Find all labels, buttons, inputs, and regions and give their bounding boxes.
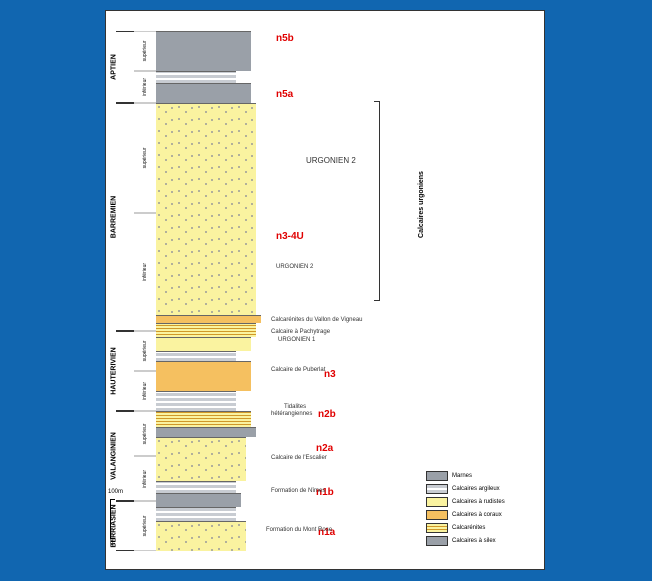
substage-label: inférieur: [142, 469, 148, 487]
substage-label: inférieur: [142, 382, 148, 400]
substage-label: inférieur: [142, 263, 148, 281]
substage-label: inférieur: [142, 78, 148, 96]
substage-label: supérieur: [142, 516, 148, 537]
stage-label: VALANGINIEN: [111, 432, 118, 480]
legend-label: Calcaires à coraux: [452, 512, 502, 518]
legend-item: Calcarénites: [426, 523, 536, 533]
stage-label: BERRIASIEN: [111, 504, 118, 547]
legend-swatch: [426, 497, 448, 507]
lith-unit: [156, 411, 251, 427]
stage-hauterivien: HAUTERIVIEN: [116, 331, 134, 411]
substage: supérieur: [134, 103, 156, 213]
formation-label: hétérangiennes: [271, 411, 312, 417]
formation-label: Calcaire de Puberlat: [271, 367, 325, 373]
lith-unit: [156, 315, 261, 323]
substage: supérieur: [134, 31, 156, 71]
formation-label: Formation de Nîmes: [271, 488, 325, 494]
code-n2b: n2b: [318, 409, 336, 420]
legend-swatch: [426, 484, 448, 494]
formation-label: Formation du Mont Rose: [266, 527, 332, 533]
formation-label: Calcarénites du Vallon de Vigneau: [271, 317, 363, 323]
stage-label: BARREMIEN: [111, 196, 118, 238]
lith-unit: [156, 337, 251, 351]
legend-label: Calcaires argileux: [452, 486, 500, 492]
substage: inférieur: [134, 71, 156, 103]
stage-label: APTIEN: [111, 54, 118, 80]
legend-item: Calcaires à silex: [426, 536, 536, 546]
legend-swatch: [426, 471, 448, 481]
code-n2a: n2a: [316, 443, 333, 454]
formation-label: Calcaire de l'Escalier: [271, 455, 327, 461]
lith-unit: [156, 31, 251, 71]
legend-item: Calcaires argileux: [426, 484, 536, 494]
code-n5a: n5a: [276, 89, 293, 100]
legend-item: Calcaires à rudistes: [426, 497, 536, 507]
substage: supérieur: [134, 501, 156, 551]
legend: Marnes Calcaires argileux Calcaires à rudi…: [426, 471, 536, 549]
lith-unit: [156, 427, 256, 437]
stage-valanginien: VALANGINIEN: [116, 411, 134, 501]
code-n3-4U: n3-4U: [276, 231, 304, 242]
lith-unit: [156, 391, 236, 411]
urgonien-bracket-label: Calcaires urgoniens: [418, 171, 425, 238]
substage: supérieur: [134, 331, 156, 371]
substage-label: supérieur: [142, 423, 148, 444]
substage-label: supérieur: [142, 148, 148, 169]
legend-label: Calcaires à rudistes: [452, 499, 505, 505]
lith-unit: [156, 351, 236, 361]
legend-swatch: [426, 536, 448, 546]
lith-unit: [156, 481, 236, 493]
stage-label: HAUTERIVIEN: [111, 347, 118, 394]
stage-barremien: BARREMIEN: [116, 103, 134, 331]
urgonien-bracket: [374, 101, 380, 301]
stage-aptien: APTIEN: [116, 31, 134, 103]
legend-item: Calcaires à coraux: [426, 510, 536, 520]
stage-berriasien: BERRIASIEN: [116, 501, 134, 551]
stage-column: APTIENBARREMIENHAUTERIVIENVALANGINIENBER…: [116, 31, 134, 551]
code-n5b: n5b: [276, 33, 294, 44]
lith-unit: [156, 103, 256, 315]
substage-label: supérieur: [142, 41, 148, 62]
substage: supérieur: [134, 411, 156, 456]
lith-unit: [156, 83, 251, 103]
formation-label: Tidalites: [284, 404, 306, 410]
substage-label: supérieur: [142, 341, 148, 362]
legend-label: Marnes: [452, 473, 472, 479]
legend-swatch: [426, 510, 448, 520]
lith-unit: [156, 507, 236, 521]
legend-label: Calcaires à silex: [452, 538, 496, 544]
formation-label: URGONIEN 2: [306, 156, 356, 165]
substage-column: supérieur inférieur supérieur inférieur supé…: [134, 31, 156, 551]
lith-unit: [156, 521, 246, 551]
formation-label: URGONIEN 1: [278, 337, 315, 343]
legend-label: Calcarénites: [452, 525, 485, 531]
lith-unit: [156, 71, 236, 83]
substage: inférieur: [134, 371, 156, 411]
legend-swatch: [426, 523, 448, 533]
substage: inférieur: [134, 213, 156, 331]
lith-unit: [156, 323, 256, 337]
lith-unit: [156, 493, 241, 507]
substage: inférieur: [134, 456, 156, 501]
strat-column-panel: 100m 0 APTIENBARREMIENHAUTERIVIENVALANGI…: [105, 10, 545, 570]
legend-item: Marnes: [426, 471, 536, 481]
formation-label: Calcaire à Pachytrage: [271, 329, 330, 335]
lithology-column: [156, 31, 266, 551]
code-n3: n3: [324, 369, 336, 380]
formation-label: URGONIEN 2: [276, 264, 313, 270]
lith-unit: [156, 437, 246, 481]
lith-unit: [156, 361, 251, 391]
